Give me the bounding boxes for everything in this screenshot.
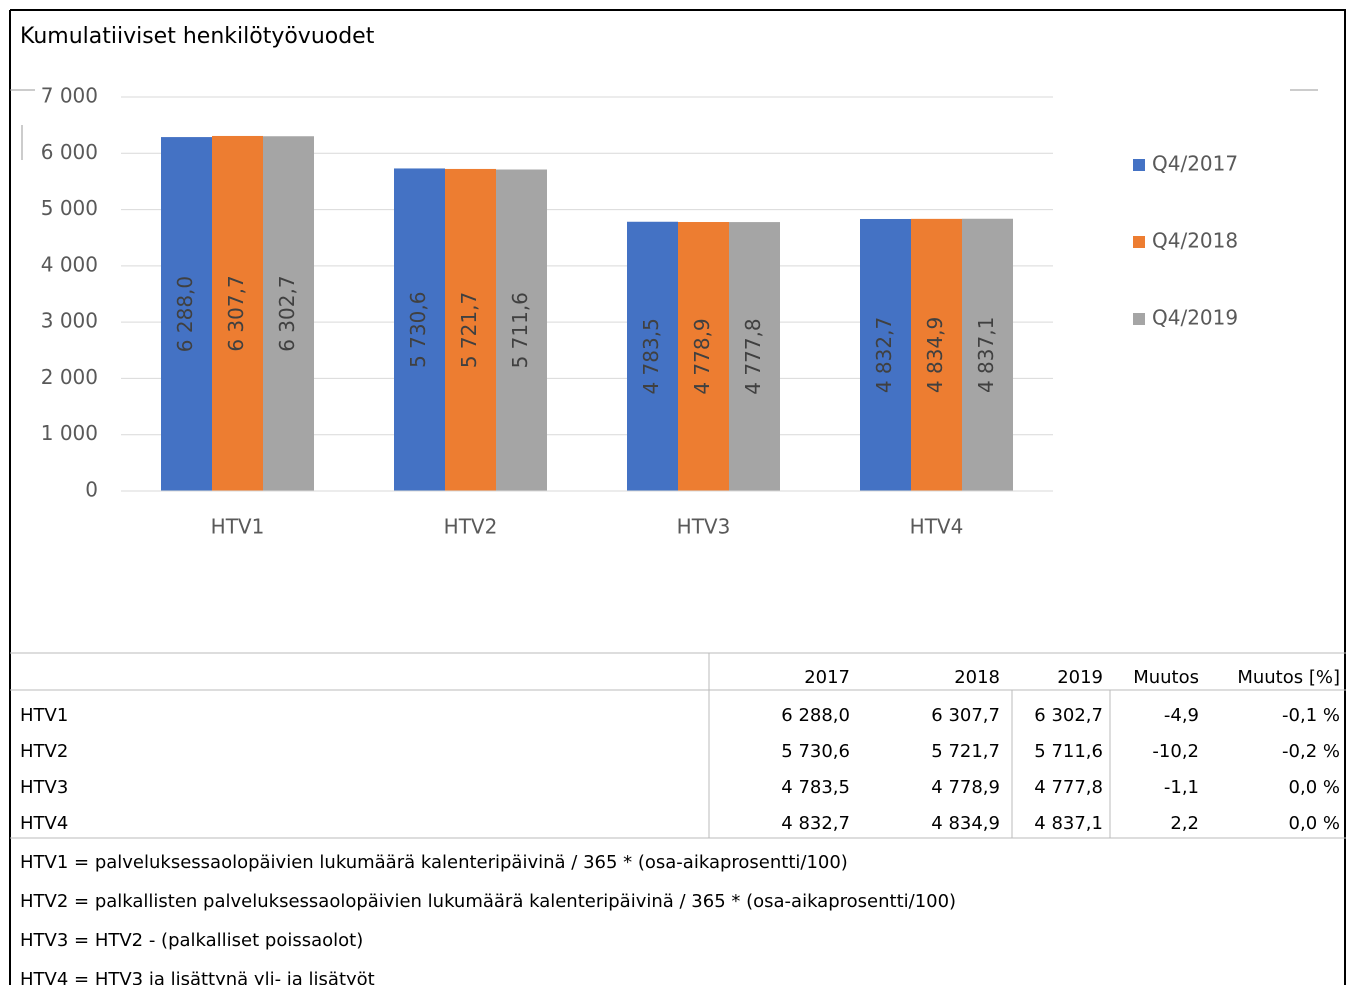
table-cell: 0,0 % bbox=[1289, 777, 1340, 798]
bar bbox=[496, 169, 547, 492]
table-cell: 6 302,7 bbox=[1034, 705, 1103, 726]
table-cell: 4 837,1 bbox=[1034, 813, 1103, 834]
x-tick-label: HTV3 bbox=[677, 515, 731, 539]
table-cell: 4 777,8 bbox=[1034, 777, 1103, 798]
table-cell: 6 307,7 bbox=[931, 705, 1000, 726]
legend-label: Q4/2019 bbox=[1152, 306, 1238, 330]
table-header: 2018 bbox=[954, 667, 1000, 688]
note: HTV2 = palkallisten palveluksessaolopäiv… bbox=[20, 891, 956, 912]
bar bbox=[962, 218, 1013, 492]
bar bbox=[161, 137, 212, 491]
table-cell: 5 721,7 bbox=[931, 741, 1000, 762]
data-label: 5 711,6 bbox=[508, 292, 532, 368]
y-tick-label: 4 000 bbox=[41, 252, 98, 276]
table-cell: HTV4 bbox=[20, 813, 68, 834]
x-tick-label: HTV4 bbox=[910, 515, 964, 539]
bar bbox=[678, 222, 729, 491]
y-tick-label: 3 000 bbox=[41, 309, 98, 333]
table-cell: 2,2 bbox=[1170, 813, 1199, 834]
data-label: 6 302,7 bbox=[275, 275, 299, 351]
table-cell: -10,2 bbox=[1152, 741, 1199, 762]
bar bbox=[860, 218, 911, 491]
note: HTV3 = HTV2 - (palkalliset poissaolot) bbox=[20, 930, 363, 951]
table-header: 2017 bbox=[804, 667, 850, 688]
data-label: 5 730,6 bbox=[406, 292, 430, 368]
legend-swatch bbox=[1133, 159, 1145, 171]
y-tick-label: 7 000 bbox=[41, 84, 98, 108]
bar bbox=[394, 168, 445, 491]
data-label: 4 783,5 bbox=[639, 318, 663, 394]
y-tick-label: 5 000 bbox=[41, 196, 98, 220]
table-cell: HTV2 bbox=[20, 741, 68, 762]
table-cell: HTV1 bbox=[20, 705, 68, 726]
legend-swatch bbox=[1133, 313, 1145, 325]
table-cell: -1,1 bbox=[1164, 777, 1199, 798]
y-tick-label: 2 000 bbox=[41, 365, 98, 389]
table-header: 2019 bbox=[1057, 667, 1103, 688]
table-cell: -4,9 bbox=[1164, 705, 1199, 726]
data-label: 4 834,9 bbox=[923, 317, 947, 393]
legend-label: Q4/2018 bbox=[1152, 229, 1238, 253]
table-cell: -0,2 % bbox=[1282, 741, 1340, 762]
table-cell: 4 783,5 bbox=[781, 777, 850, 798]
table-cell: 4 834,9 bbox=[931, 813, 1000, 834]
table-cell: 0,0 % bbox=[1289, 813, 1340, 834]
table-cell: -0,1 % bbox=[1282, 705, 1340, 726]
chart-title: Kumulatiiviset henkilötyövuodet bbox=[20, 24, 375, 49]
table-header: Muutos bbox=[1133, 667, 1199, 688]
bar bbox=[729, 222, 780, 491]
note: HTV4 = HTV3 ja lisättynä yli- ja lisätyö… bbox=[20, 969, 375, 985]
bar bbox=[445, 168, 496, 492]
legend-label: Q4/2017 bbox=[1152, 152, 1238, 176]
data-label: 4 777,8 bbox=[741, 318, 765, 394]
bar bbox=[263, 136, 314, 491]
data-label: 4 837,1 bbox=[974, 317, 998, 393]
y-tick-label: 6 000 bbox=[41, 140, 98, 164]
note: HTV1 = palveluksessaolopäivien lukumäärä… bbox=[20, 852, 848, 873]
data-label: 4 832,7 bbox=[872, 317, 896, 393]
table-cell: 4 778,9 bbox=[931, 777, 1000, 798]
table-cell: 5 711,6 bbox=[1034, 741, 1103, 762]
bar bbox=[911, 218, 962, 491]
data-label: 6 288,0 bbox=[173, 276, 197, 352]
data-label: 4 778,9 bbox=[690, 318, 714, 394]
table-cell: 4 832,7 bbox=[781, 813, 850, 834]
y-tick-label: 0 bbox=[85, 478, 98, 502]
table-cell: 5 730,6 bbox=[781, 741, 850, 762]
table-cell: HTV3 bbox=[20, 777, 68, 798]
table-cell: 6 288,0 bbox=[781, 705, 850, 726]
legend-swatch bbox=[1133, 236, 1145, 248]
x-tick-label: HTV1 bbox=[211, 515, 265, 539]
x-tick-label: HTV2 bbox=[444, 515, 498, 539]
bar bbox=[212, 135, 263, 491]
bar bbox=[627, 221, 678, 492]
table-header: Muutos [%] bbox=[1237, 667, 1340, 688]
y-tick-label: 1 000 bbox=[41, 421, 98, 445]
data-label: 5 721,7 bbox=[457, 292, 481, 368]
data-label: 6 307,7 bbox=[224, 275, 248, 351]
